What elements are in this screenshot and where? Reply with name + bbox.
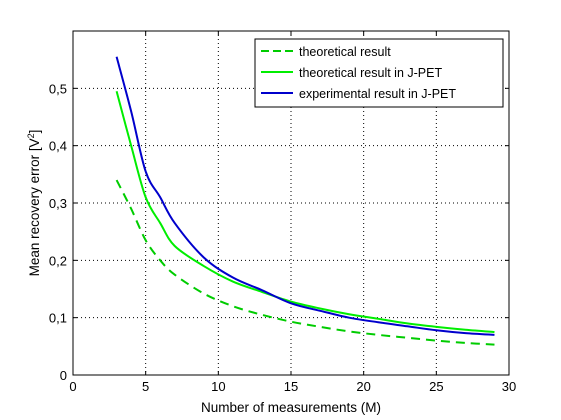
legend-box (254, 38, 504, 108)
y-tick-label: 0,2 (49, 253, 67, 268)
y-tick-label: 0,1 (49, 311, 67, 326)
y-tick-label: 0,3 (49, 196, 67, 211)
legend-item-experimental-jpet-label: experimental result in J-PET (299, 87, 456, 101)
x-axis-title: Number of measurements (M) (201, 400, 381, 415)
legend: theoretical result theoretical result in … (254, 38, 504, 108)
x-tick-label: 5 (142, 379, 149, 394)
y-axis-title-main: Mean recovery error [V (27, 138, 42, 276)
legend-item-theoretical-jpet-label: theoretical result in J-PET (299, 66, 442, 80)
y-tick-label: 0,4 (49, 139, 67, 154)
y-axis-title-end: ] (27, 130, 42, 134)
x-tick-label: 10 (211, 379, 225, 394)
series-layer (115, 56, 495, 346)
y-tick-label: 0 (60, 368, 67, 383)
x-tick-label: 30 (502, 379, 516, 394)
x-tick-label: 20 (356, 379, 370, 394)
grid-lines (73, 31, 509, 375)
x-tick-label: 0 (69, 379, 76, 394)
axis-ticks: 0 5 10 15 20 25 30 0 0,1 0,2 0,3 0,4 0,5 (49, 31, 516, 394)
y-axis-title-superscript: 2 (26, 133, 36, 138)
y-axis-title: Mean recovery error [V2] (26, 130, 42, 277)
y-tick-label: 0,5 (49, 81, 67, 96)
x-tick-label: 25 (429, 379, 443, 394)
series-line-theoretical (115, 179, 495, 346)
series-line-experimental-jpet (115, 56, 495, 336)
x-tick-label: 15 (284, 379, 298, 394)
legend-item-theoretical-label: theoretical result (299, 45, 391, 59)
